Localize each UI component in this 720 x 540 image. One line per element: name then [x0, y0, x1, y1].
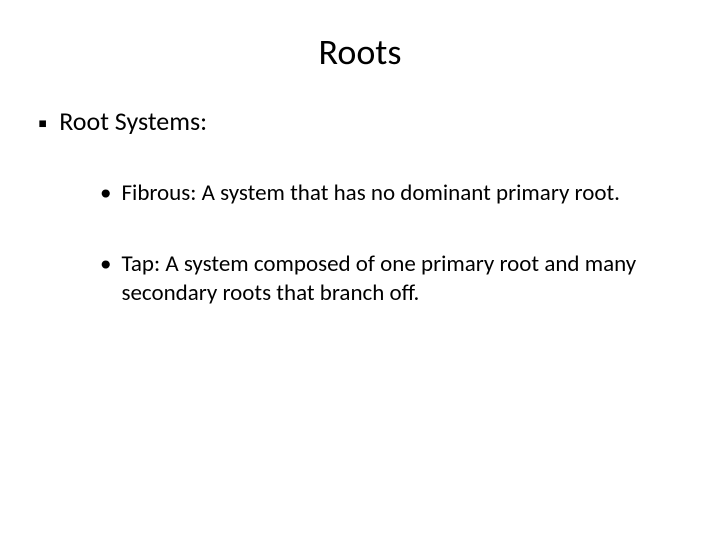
dot-bullet-icon: •: [100, 250, 111, 279]
list-item: ▪ Root Systems:: [38, 106, 672, 139]
level2-text: Fibrous: A system that has no dominant p…: [121, 179, 620, 208]
slide-title: Roots: [0, 30, 720, 74]
dot-bullet-icon: •: [100, 179, 111, 208]
level1-text: Root Systems:: [59, 106, 207, 137]
slide-container: Roots ▪ Root Systems: • Fibrous: A syste…: [0, 0, 720, 540]
level2-text: Tap: A system composed of one primary ro…: [121, 250, 652, 308]
slide-content: ▪ Root Systems: • Fibrous: A system that…: [0, 106, 720, 307]
list-item: • Tap: A system composed of one primary …: [100, 250, 672, 308]
square-bullet-icon: ▪: [38, 108, 47, 139]
list-item: • Fibrous: A system that has no dominant…: [100, 179, 672, 208]
